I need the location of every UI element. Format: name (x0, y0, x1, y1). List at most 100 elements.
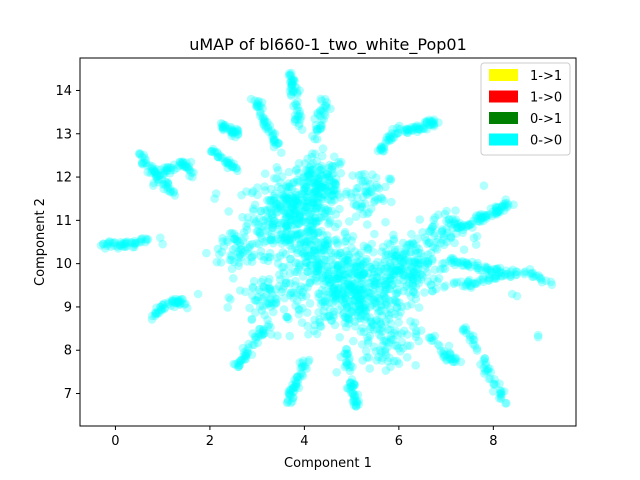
scatter-point (541, 276, 551, 286)
scatter-point (313, 198, 322, 207)
scatter-point (405, 265, 415, 275)
scatter-point (420, 261, 430, 270)
scatter-point (366, 317, 376, 327)
scatter-point (506, 272, 515, 281)
scatter-point (442, 206, 451, 216)
scatter-point (333, 250, 343, 259)
scatter-point (440, 351, 449, 361)
scatter-point (243, 219, 253, 228)
scatter-point (252, 100, 262, 110)
scatter-point (228, 162, 237, 172)
scatter-point (495, 386, 505, 395)
scatter-point (458, 258, 468, 267)
scatter-point (216, 153, 226, 162)
scatter-point (302, 308, 312, 317)
scatter-point (311, 181, 321, 190)
scatter-point (227, 124, 236, 133)
scatter-point (263, 315, 272, 325)
scatter-point (271, 293, 280, 303)
scatter-point (399, 275, 408, 285)
scatter-point (412, 273, 422, 283)
scatter-point (408, 282, 418, 291)
scatter-point (365, 262, 375, 272)
scatter-point (249, 206, 258, 216)
scatter-point (260, 182, 269, 191)
scatter-point (280, 293, 289, 303)
scatter-point (287, 81, 296, 91)
scatter-point (322, 231, 332, 240)
scatter-point (347, 281, 356, 290)
scatter-point (423, 277, 433, 286)
scatter-point (301, 182, 311, 192)
scatter-point (356, 279, 366, 288)
scatter-point (356, 256, 366, 265)
scatter-point (465, 335, 475, 345)
scatter-point (373, 293, 382, 303)
scatter-point (465, 281, 475, 290)
scatter-point (512, 267, 522, 277)
scatter-point (243, 349, 252, 359)
scatter-point (349, 288, 359, 298)
scatter-point (297, 318, 307, 327)
scatter-point (461, 323, 471, 332)
scatter-point (166, 301, 176, 311)
scatter-point (315, 169, 325, 179)
scatter-point (348, 308, 357, 317)
scatter-point (254, 220, 263, 230)
scatter-point (364, 336, 373, 345)
scatter-point (236, 241, 246, 250)
scatter-point (407, 257, 417, 266)
scatter-point (359, 269, 369, 278)
scatter-point (390, 245, 400, 254)
scatter-point (408, 279, 418, 288)
scatter-point (309, 164, 319, 174)
scatter-point (314, 228, 324, 237)
scatter-point (285, 70, 295, 80)
scatter-point (324, 163, 333, 173)
scatter-point (491, 265, 501, 274)
scatter-point (265, 235, 275, 244)
scatter-point (283, 395, 293, 405)
scatter-point (137, 152, 147, 162)
scatter-point (248, 187, 258, 196)
scatter-point (379, 291, 389, 301)
scatter-point (464, 221, 473, 230)
scatter-point (255, 229, 265, 238)
scatter-point (394, 344, 404, 353)
scatter-point (424, 333, 434, 343)
scatter-point (346, 386, 355, 395)
scatter-point (250, 200, 260, 210)
scatter-point (253, 296, 262, 305)
scatter-point (276, 178, 285, 187)
scatter-point (266, 323, 275, 332)
scatter-point (323, 269, 333, 279)
scatter-point (295, 260, 305, 270)
scatter-point (302, 202, 311, 212)
scatter-point (332, 293, 341, 303)
scatter-point (296, 369, 306, 378)
scatter-point (247, 252, 257, 261)
x-tick-label: 4 (300, 434, 308, 449)
scatter-point (333, 290, 342, 299)
scatter-point (497, 387, 506, 396)
scatter-point (395, 275, 404, 285)
scatter-point (160, 303, 170, 313)
scatter-point (348, 382, 357, 391)
scatter-point (409, 287, 418, 297)
scatter-point (435, 341, 444, 351)
scatter-point (511, 267, 521, 276)
scatter-point (397, 265, 406, 274)
scatter-point (293, 375, 303, 385)
chart-title: uMAP of bl660-1_two_white_Pop01 (189, 35, 467, 55)
scatter-point (316, 300, 326, 309)
scatter-point (303, 267, 313, 276)
scatter-point (444, 341, 454, 351)
scatter-point (283, 312, 292, 322)
scatter-point (328, 298, 337, 308)
scatter-point (269, 138, 278, 147)
scatter-point (267, 230, 276, 239)
scatter-point (180, 161, 189, 170)
scatter-point (352, 252, 361, 261)
scatter-point (349, 380, 359, 389)
scatter-point (285, 69, 294, 78)
